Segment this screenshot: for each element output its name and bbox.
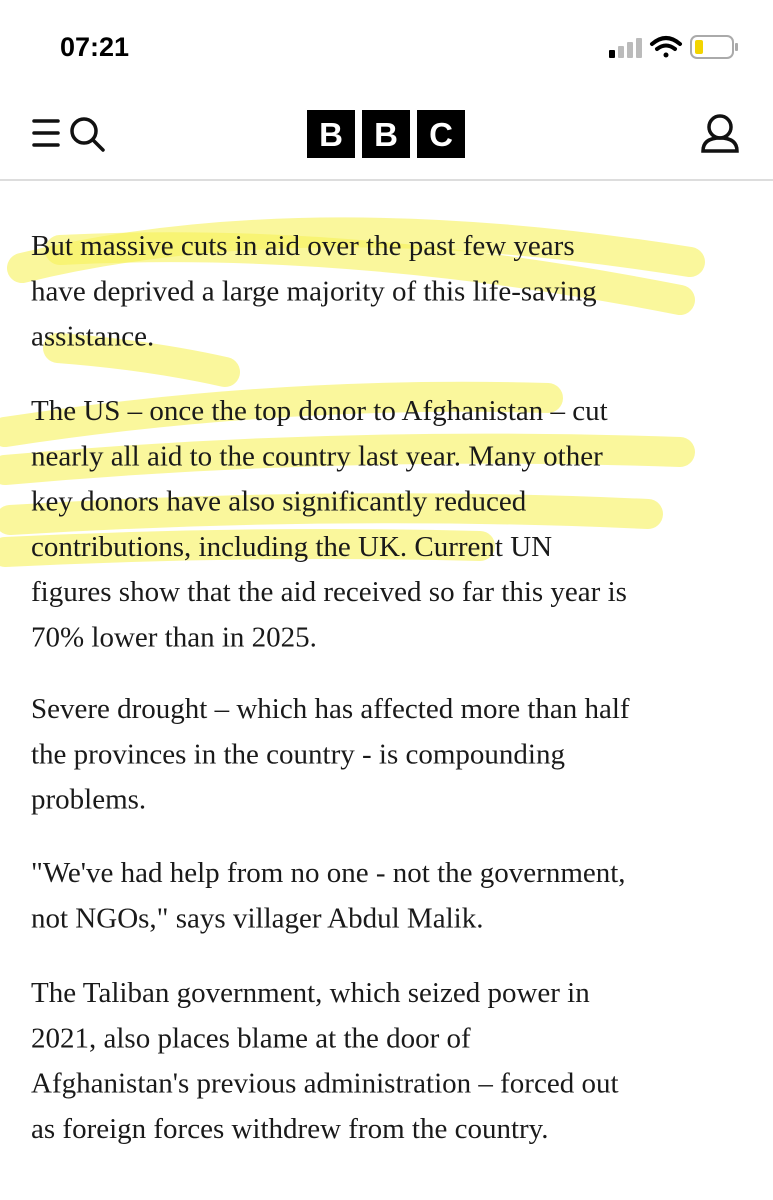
paragraph: "We've had help from no one - not the go… bbox=[31, 857, 626, 934]
paragraph-line: as foreign forces withdrew from the coun… bbox=[31, 1113, 549, 1145]
highlighter-marks bbox=[0, 217, 705, 567]
signal-icon bbox=[609, 38, 642, 58]
battery-icon bbox=[690, 35, 738, 59]
paragraph: Severe drought – which has affected more… bbox=[31, 693, 630, 816]
paragraph-line: The US – once the top donor to Afghanist… bbox=[31, 395, 608, 427]
paragraph-line: Severe drought – which has affected more… bbox=[31, 693, 630, 725]
paragraph-line: nearly all aid to the country last year.… bbox=[31, 440, 603, 472]
status-time: 07:21 bbox=[60, 32, 129, 62]
logo-block bbox=[362, 110, 410, 158]
wifi-icon bbox=[650, 36, 682, 58]
paragraph-line: assistance. bbox=[31, 321, 154, 353]
logo-block bbox=[307, 110, 355, 158]
paragraph: The Taliban government, which seized pow… bbox=[31, 977, 619, 1145]
paragraph-line: key donors have also significantly reduc… bbox=[31, 486, 527, 518]
paragraph-line: contributions, including the UK. Current… bbox=[31, 531, 552, 563]
logo-letter: B bbox=[319, 116, 343, 153]
paragraph-line: 2021, also places blame at the door of bbox=[31, 1022, 471, 1054]
paragraph-line: problems. bbox=[31, 784, 146, 816]
article-body: But massive cuts in aid over the past fe… bbox=[31, 230, 630, 1145]
paragraph-line: Afghanistan's previous administration – … bbox=[31, 1068, 619, 1100]
account-button[interactable] bbox=[701, 114, 739, 153]
paragraph: The US – once the top donor to Afghanist… bbox=[31, 395, 627, 654]
paragraph-line: 70% lower than in 2025. bbox=[31, 622, 317, 654]
logo-letter: B bbox=[374, 116, 398, 153]
paragraph-line: But massive cuts in aid over the past fe… bbox=[31, 230, 575, 262]
paragraph-line: The Taliban government, which seized pow… bbox=[31, 977, 590, 1009]
logo-block bbox=[417, 110, 465, 158]
paragraph-line: figures show that the aid received so fa… bbox=[31, 576, 627, 608]
paragraph-line: have deprived a large majority of this l… bbox=[31, 275, 597, 307]
paragraph: But massive cuts in aid over the past fe… bbox=[31, 230, 597, 353]
paragraph-line: not NGOs," says villager Abdul Malik. bbox=[31, 902, 483, 934]
logo-letter: C bbox=[429, 116, 453, 153]
paragraph-line: the provinces in the country - is compou… bbox=[31, 738, 565, 770]
paragraph-line: "We've had help from no one - not the go… bbox=[31, 857, 626, 889]
menu-search-button[interactable] bbox=[32, 117, 105, 152]
